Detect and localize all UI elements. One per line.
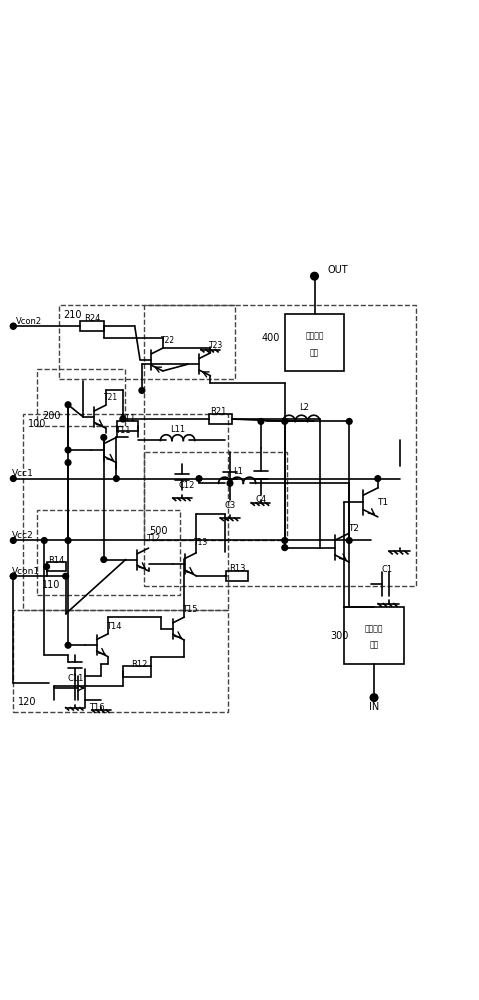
Circle shape: [114, 476, 119, 481]
Text: 110: 110: [42, 580, 60, 590]
Text: IN: IN: [369, 702, 379, 712]
Bar: [37, 369, 125, 426]
Text: C11: C11: [67, 674, 83, 683]
Text: 120: 120: [18, 697, 36, 707]
Bar: [80, 321, 104, 331]
Text: T12: T12: [147, 534, 161, 543]
Circle shape: [11, 323, 16, 329]
Text: Vcc2: Vcc2: [12, 531, 34, 540]
Circle shape: [65, 538, 71, 543]
Text: R11: R11: [119, 414, 136, 423]
Circle shape: [11, 573, 16, 579]
Text: R13: R13: [229, 564, 245, 573]
Bar: [23, 414, 228, 610]
Circle shape: [120, 416, 125, 422]
Circle shape: [282, 419, 287, 424]
Text: T15: T15: [182, 605, 197, 614]
Circle shape: [11, 573, 16, 579]
Bar: [144, 305, 416, 586]
Text: Vcon1: Vcon1: [12, 567, 40, 576]
Text: T2: T2: [348, 524, 359, 533]
Circle shape: [65, 460, 71, 465]
Bar: [144, 452, 287, 540]
Text: R21: R21: [210, 407, 226, 416]
Bar: [344, 607, 404, 664]
Text: T14: T14: [105, 622, 121, 631]
Text: Vcon2: Vcon2: [16, 317, 42, 326]
Text: R14: R14: [48, 556, 64, 565]
Text: C3: C3: [224, 501, 236, 510]
Bar: [13, 610, 228, 712]
Bar: [117, 421, 138, 431]
Text: 100: 100: [28, 419, 46, 429]
Bar: [58, 305, 235, 379]
Text: 200: 200: [42, 411, 60, 421]
Text: L11: L11: [170, 425, 185, 434]
Circle shape: [63, 573, 68, 579]
Text: 输出匹配: 输出匹配: [305, 331, 324, 340]
Text: R12: R12: [131, 660, 148, 669]
Text: T22: T22: [161, 336, 175, 345]
Text: C1: C1: [382, 565, 393, 574]
Circle shape: [101, 557, 107, 562]
Text: 网络: 网络: [369, 641, 379, 650]
Circle shape: [282, 538, 287, 543]
Text: T16: T16: [89, 703, 104, 712]
Circle shape: [41, 538, 47, 543]
Circle shape: [370, 694, 378, 701]
Text: T21: T21: [104, 393, 118, 402]
Text: T13: T13: [194, 538, 208, 547]
Circle shape: [196, 476, 202, 481]
Text: T1: T1: [377, 498, 388, 507]
Bar: [123, 666, 151, 677]
Circle shape: [346, 419, 352, 424]
Text: 210: 210: [63, 310, 82, 320]
Text: L1: L1: [233, 467, 243, 476]
Text: 300: 300: [331, 631, 349, 641]
Bar: [208, 414, 232, 424]
Text: R24: R24: [84, 314, 100, 323]
Text: 400: 400: [261, 333, 280, 343]
Bar: [227, 571, 248, 581]
Circle shape: [311, 272, 319, 280]
Bar: [285, 314, 344, 371]
Circle shape: [65, 447, 71, 453]
Circle shape: [65, 402, 71, 408]
Bar: [46, 562, 66, 571]
Circle shape: [258, 419, 264, 424]
Text: T11: T11: [115, 426, 131, 435]
Circle shape: [11, 323, 16, 329]
Bar: [37, 510, 180, 595]
Circle shape: [346, 538, 352, 543]
Text: 500: 500: [149, 526, 168, 536]
Circle shape: [101, 435, 107, 440]
Circle shape: [44, 564, 49, 570]
Text: L2: L2: [299, 403, 309, 412]
Circle shape: [11, 573, 16, 579]
Text: C12: C12: [179, 481, 195, 490]
Text: Vcc1: Vcc1: [12, 469, 34, 478]
Text: T23: T23: [208, 341, 223, 350]
Circle shape: [139, 388, 145, 393]
Text: 网络: 网络: [310, 348, 319, 357]
Circle shape: [11, 476, 16, 481]
Circle shape: [227, 480, 233, 486]
Text: C4: C4: [255, 495, 266, 504]
Circle shape: [65, 642, 71, 648]
Text: 输入匹配: 输入匹配: [365, 624, 383, 633]
Text: OUT: OUT: [328, 265, 348, 275]
Circle shape: [11, 538, 16, 543]
Circle shape: [282, 545, 287, 550]
Circle shape: [375, 476, 381, 481]
